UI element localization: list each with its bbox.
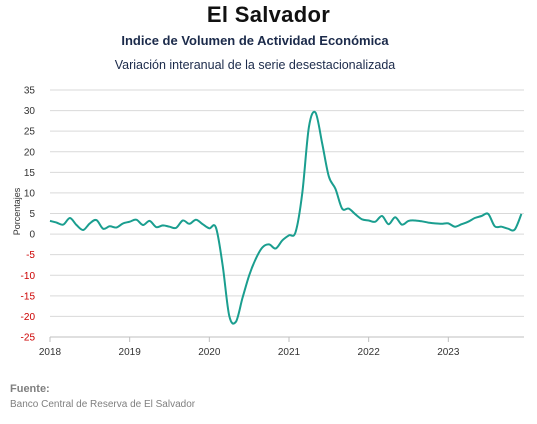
x-tick-label: 2020: [198, 347, 221, 358]
y-tick-label: 25: [24, 127, 36, 138]
chart-description: Variación interanual de la serie desesta…: [114, 58, 396, 72]
y-tick-label: 10: [24, 188, 36, 199]
x-tick-label: 2019: [119, 347, 142, 358]
y-tick-label: 35: [24, 86, 36, 97]
x-tick-label: 2021: [278, 347, 301, 358]
y-tick-label: -5: [26, 250, 35, 261]
y-axis-label: Porcentajes: [12, 187, 22, 235]
source-label: Fuente:: [10, 383, 50, 395]
chart-title: El Salvador: [206, 2, 331, 27]
y-tick-label: 15: [24, 168, 36, 179]
y-tick-label: -10: [21, 271, 36, 282]
y-tick-label: 20: [24, 147, 36, 158]
x-tick-label: 2023: [437, 347, 460, 358]
y-tick-label: 5: [29, 209, 35, 220]
y-tick-label: -25: [21, 333, 36, 344]
y-tick-label: 30: [24, 106, 36, 117]
y-tick-label: 0: [29, 230, 35, 241]
x-tick-label: 2022: [358, 347, 381, 358]
series-line: [49, 110, 523, 325]
y-tick-label: -15: [21, 291, 36, 302]
chart-subtitle: Indice de Volumen de Actividad Económica: [121, 33, 389, 48]
source-text: Banco Central de Reserva de El Salvador: [10, 399, 196, 410]
x-tick-label: 2018: [39, 347, 62, 358]
y-tick-label: -20: [21, 312, 36, 323]
